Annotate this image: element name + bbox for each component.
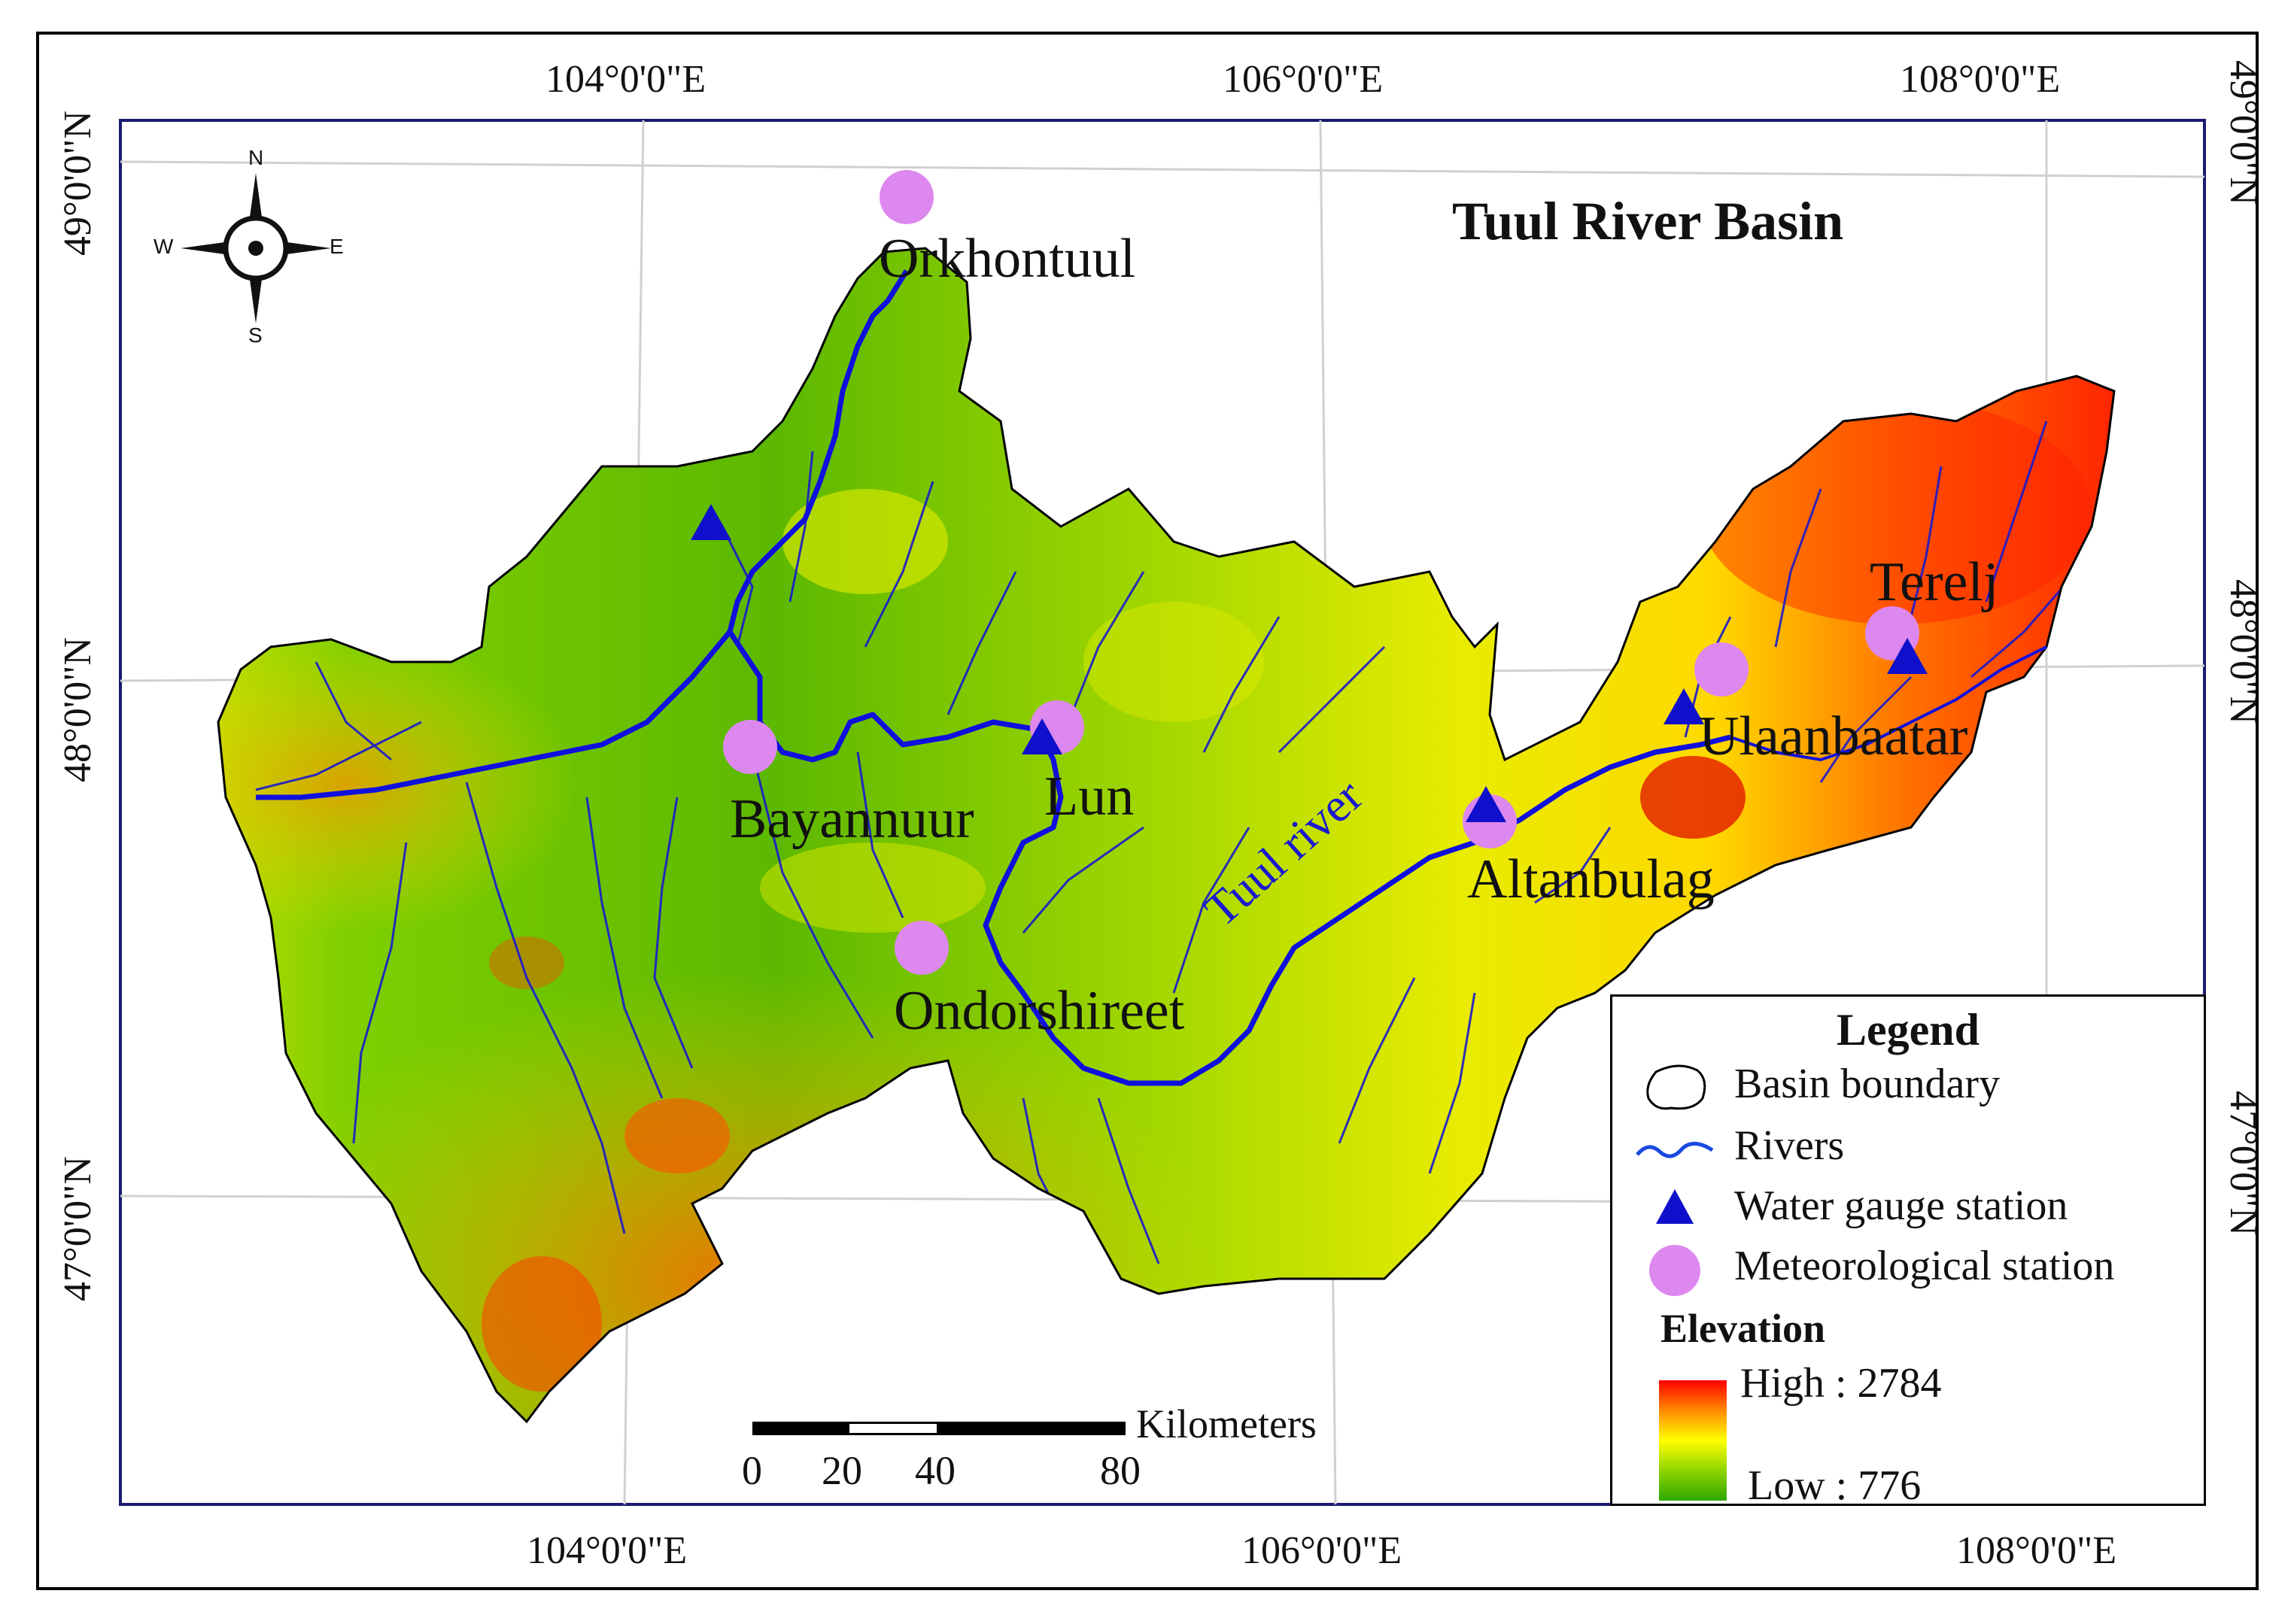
legend-item-gauge: Water gauge station — [1612, 1179, 2204, 1239]
main-river — [256, 269, 1731, 1086]
lat-left-3: 47°0'0"N — [56, 1156, 99, 1301]
legend-label-meteorological: Meteorological station — [1734, 1243, 2115, 1289]
lat-left-2: 48°0'0"N — [56, 637, 99, 782]
map-frame — [36, 32, 2259, 1590]
label-ulaanbaatar: Ulaanbaatar — [1699, 706, 1967, 767]
legend-label-basin: Basin boundary — [1734, 1061, 2001, 1107]
label-lun: Lun — [1044, 766, 1134, 827]
compass-n: N — [248, 146, 264, 169]
legend-label-gauge: Water gauge station — [1734, 1182, 2068, 1229]
lat-right-2: 48°0'0"N — [2222, 579, 2265, 724]
scale-tick-40: 40 — [915, 1448, 956, 1493]
scale-tick-20: 20 — [822, 1448, 862, 1493]
lon-top-1: 104°0'0"E — [545, 58, 706, 101]
compass-w: W — [153, 235, 174, 258]
label-terelj: Terelj — [1870, 551, 1999, 613]
scale-tick-0: 0 — [742, 1448, 762, 1493]
legend-label-rivers: Rivers — [1734, 1122, 1845, 1169]
legend-item-meteorological: Meteorological station — [1612, 1239, 2204, 1299]
river-line-icon — [1636, 1142, 1714, 1158]
map-extent — [119, 119, 2206, 1506]
circle-icon — [1649, 1245, 1700, 1296]
meteorological-stations — [723, 170, 1919, 975]
label-altanbulag: Altanbulag — [1467, 848, 1715, 910]
triangle-icon — [1656, 1189, 1694, 1224]
scale-seg-3 — [939, 1422, 1126, 1435]
compass-e: E — [330, 235, 344, 258]
lon-bottom-3: 108°0'0"E — [1956, 1529, 2116, 1572]
lon-top-2: 106°0'0"E — [1223, 58, 1383, 101]
water-gauge-stations — [691, 504, 1928, 822]
compass-s: S — [248, 323, 263, 347]
legend-item-basin: Basin boundary — [1612, 1057, 2204, 1117]
legend-item-rivers: Rivers — [1612, 1119, 2204, 1179]
legend-elevation-title: Elevation — [1660, 1306, 1826, 1351]
legend-elevation-low: Low : 776 — [1748, 1462, 1922, 1509]
label-bayannuur: Bayannuur — [730, 788, 974, 850]
scale-seg-1 — [752, 1422, 847, 1435]
lon-top-3: 108°0'0"E — [1900, 58, 2060, 101]
scale-unit: Kilometers — [1136, 1401, 1317, 1446]
legend: Legend Basin boundary Rivers Water gauge… — [1610, 994, 2206, 1509]
elevation-color-ramp — [1659, 1380, 1727, 1501]
lon-bottom-2: 106°0'0"E — [1241, 1529, 1402, 1572]
lat-right-1: 49°0'0"N — [2222, 60, 2265, 205]
basin-boundary-icon — [1646, 1064, 1706, 1110]
upper-tributary — [1730, 645, 2047, 762]
label-ondorshireet: Ondorshireet — [894, 980, 1185, 1042]
map-title: Tuul River Basin — [1452, 191, 1843, 251]
compass-rose-icon: N S W E — [153, 146, 354, 347]
legend-elevation-high: High : 2784 — [1740, 1360, 1942, 1407]
lat-left-1: 49°0'0"N — [56, 111, 99, 256]
scale-tick-80: 80 — [1100, 1448, 1141, 1493]
legend-title: Legend — [1836, 1005, 1980, 1055]
lon-bottom-1: 104°0'0"E — [527, 1529, 687, 1572]
scale-seg-2 — [847, 1422, 939, 1435]
label-orkhontuul: Orkhontuul — [879, 228, 1135, 290]
lat-right-3: 47°0'0"N — [2222, 1091, 2265, 1236]
